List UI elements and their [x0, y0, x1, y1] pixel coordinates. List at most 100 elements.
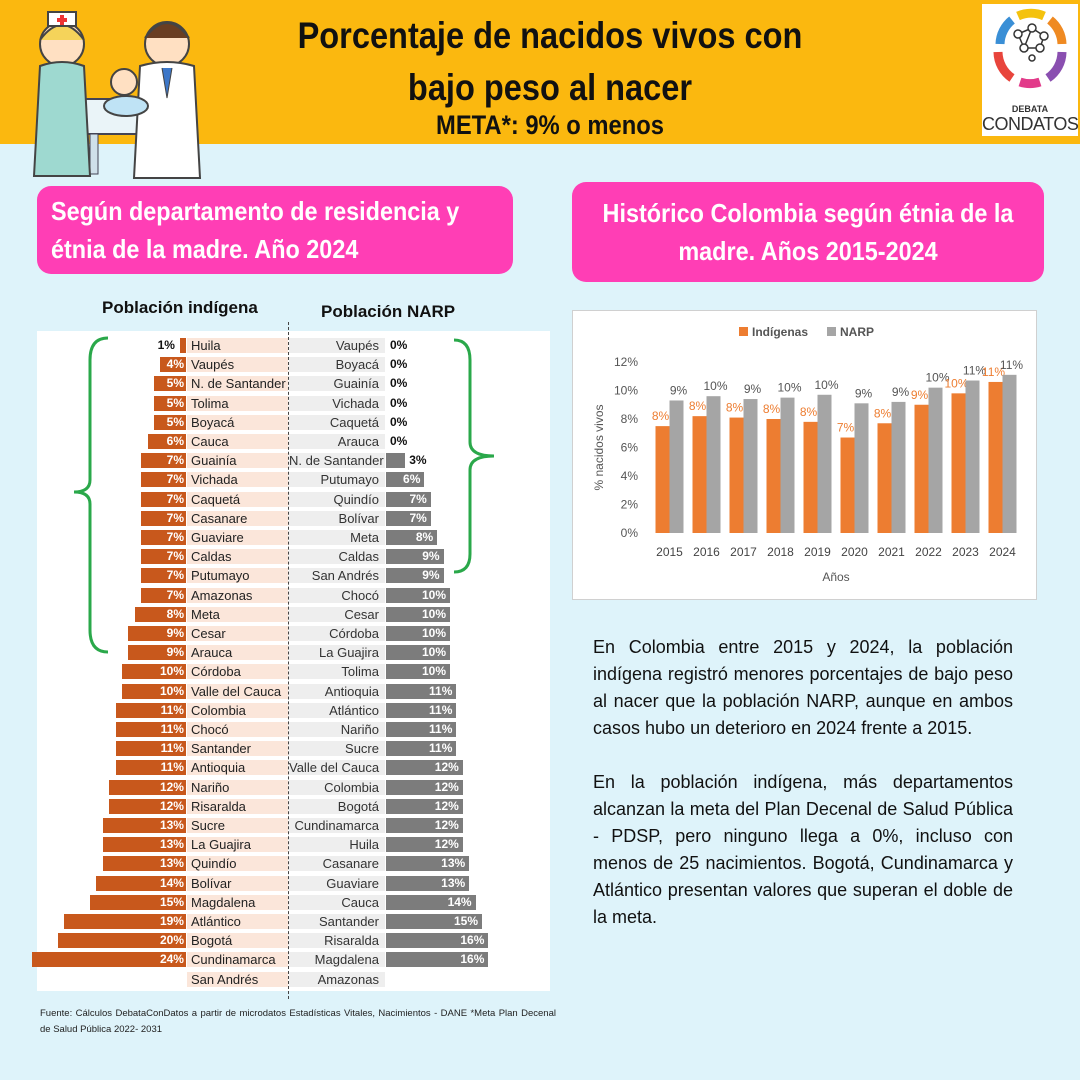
indigena-bar: 7% [141, 491, 186, 507]
indigena-dept-label: Cesar [187, 626, 288, 641]
indigena-bar: 7% [141, 568, 186, 584]
indigena-dept-label: Nariño [187, 779, 288, 795]
data-label-narp: 10% [777, 381, 801, 395]
legend-swatch-narp [827, 327, 836, 336]
col-header-narp: Población NARP [321, 302, 456, 321]
bar-indígenas [840, 437, 855, 533]
narp-dept-label: Valle del Cauca [289, 760, 385, 776]
x-tick-label: 2015 [656, 545, 683, 559]
indigena-dept-label: San Andrés [187, 971, 288, 987]
narp-bar: 10% [386, 664, 450, 680]
commentary-text: En Colombia entre 2015 y 2024, la poblac… [593, 634, 1013, 958]
indigena-bar: 11% [115, 760, 186, 776]
narp-value-label: 0% [390, 357, 408, 372]
page-title: Porcentaje de nacidos vivos con bajo pes… [277, 10, 823, 114]
narp-dept-label: Caquetá [289, 414, 385, 430]
indigena-bar: 6% [147, 434, 186, 449]
goal-subtitle: META*: 9% o menos [436, 110, 664, 140]
narp-bar: 15% [386, 914, 482, 929]
data-label-indígenas: 8% [874, 406, 892, 420]
narp-dept-label: Vaupés [289, 338, 385, 353]
narp-dept-label: Meta [289, 530, 385, 545]
narp-dept-label: Nariño [289, 722, 385, 737]
indigena-dept-label: Valle del Cauca [187, 683, 288, 699]
indigena-dept-label: Risaralda [187, 798, 288, 814]
bar-indígenas [692, 416, 707, 533]
narp-bar: 9% [386, 549, 444, 565]
narp-dept-label: Vichada [289, 395, 385, 411]
indigena-dept-label: Sucre [187, 818, 288, 833]
data-label-indígenas: 11% [982, 365, 1005, 379]
narp-dept-label: Guaviare [289, 875, 385, 891]
x-tick-label: 2024 [989, 545, 1016, 559]
indigena-bar: 11% [115, 702, 186, 718]
debata-condatos-logo: DEBATA CONDATOS [982, 4, 1079, 136]
data-label-indígenas: 8% [800, 405, 818, 419]
data-label-indígenas: 10% [944, 376, 968, 390]
data-label-indígenas: 8% [763, 402, 781, 416]
indigena-dept-label: Vaupés [187, 357, 288, 373]
indigena-dept-label: Vichada [187, 472, 288, 488]
narp-bar: 10% [386, 606, 450, 622]
narp-dept-label: Tolima [289, 664, 385, 680]
indigena-bar: 13% [102, 837, 186, 853]
commentary-paragraph-2: En la población indígena, más departamen… [593, 772, 1013, 927]
narp-value-label: 0% [390, 338, 408, 352]
narp-bar: 12% [386, 760, 463, 776]
data-label-narp: 10% [703, 379, 727, 393]
indigena-value-label: 1% [157, 338, 175, 352]
narp-dept-label: Bogotá [289, 798, 385, 814]
indigena-bar: 7% [141, 472, 186, 488]
left-green-brace [73, 336, 109, 654]
indigena-bar: 13% [102, 856, 186, 872]
bar-indígenas [914, 404, 929, 533]
col-header-indigena: Población indígena [102, 298, 258, 317]
y-tick-label: 4% [621, 469, 639, 483]
data-label-indígenas: 8% [726, 401, 744, 415]
indigena-bar: 9% [128, 626, 186, 641]
bar-indígenas [729, 417, 744, 533]
narp-dept-label: Sucre [289, 741, 385, 757]
narp-dept-label: Cesar [289, 606, 385, 622]
indigena-dept-label: Meta [187, 606, 288, 622]
narp-bar: 10% [386, 626, 450, 641]
narp-dept-label: Arauca [289, 434, 385, 449]
narp-bar: 16% [386, 933, 489, 949]
narp-dept-label: Cundinamarca [289, 818, 385, 833]
indigena-dept-label: Tolima [187, 395, 288, 411]
data-label-narp: 11% [1000, 358, 1023, 372]
indigena-bar: 5% [154, 414, 186, 430]
narp-dept-label: Magdalena [289, 952, 385, 968]
narp-dept-label: Caldas [289, 549, 385, 565]
indigena-bar: 13% [102, 818, 186, 833]
y-tick-label: 2% [621, 498, 639, 512]
indigena-bar: 7% [141, 453, 186, 469]
narp-bar [386, 453, 406, 469]
bar-indígenas [877, 423, 892, 533]
indigena-bar: 14% [96, 875, 186, 891]
x-tick-label: 2018 [767, 545, 794, 559]
data-label-narp: 9% [855, 386, 873, 400]
narp-bar: 7% [386, 510, 431, 526]
y-tick-label: 0% [621, 526, 639, 540]
indigena-dept-label: Magdalena [187, 894, 288, 910]
narp-dept-label: Amazonas [289, 971, 385, 987]
indigena-dept-label: Caquetá [187, 491, 288, 507]
right-green-brace [453, 338, 495, 574]
indigena-dept-label: Caldas [187, 549, 288, 565]
data-label-narp: 10% [925, 371, 949, 385]
legend-label-indígenas: Indígenas [752, 325, 808, 339]
indigena-dept-label: Chocó [187, 722, 288, 737]
narp-bar: 11% [386, 741, 457, 757]
bar-narp [780, 397, 795, 533]
indigena-dept-label: Bolívar [187, 875, 288, 891]
narp-value-label: 0% [390, 395, 408, 410]
indigena-dept-label: Colombia [187, 702, 288, 718]
logo-ring-icon [993, 8, 1067, 89]
indigena-bar: 5% [154, 376, 186, 392]
data-label-indígenas: 9% [911, 388, 929, 402]
indigena-bar: 15% [90, 894, 186, 910]
bar-indígenas [766, 419, 781, 533]
bar-narp [1002, 374, 1017, 533]
indigena-dept-label: Arauca [187, 645, 288, 661]
